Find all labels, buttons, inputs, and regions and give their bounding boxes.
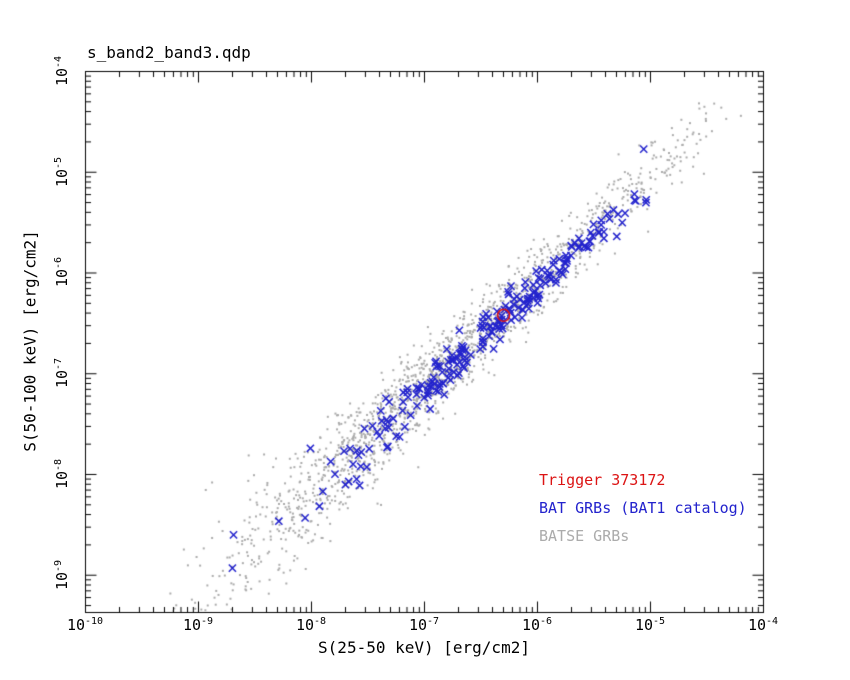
legend-trigger-label: Trigger 373172 bbox=[539, 471, 666, 489]
y-tick-label: 10-5 bbox=[53, 156, 71, 187]
legend-batse-label: BATSE GRBs bbox=[539, 527, 630, 545]
x-tick-label: 10-6 bbox=[521, 616, 553, 634]
x-tick-label: 10-7 bbox=[408, 616, 440, 634]
y-tick-label: 10-6 bbox=[53, 257, 71, 288]
y-axis-title: S(50-100 keV) [erg/cm2] bbox=[20, 230, 40, 452]
x-axis-title: S(25-50 keV) [erg/cm2] bbox=[318, 638, 530, 657]
x-tick-label: 10-4 bbox=[747, 616, 779, 634]
x-tick-label: 10-10 bbox=[66, 616, 104, 634]
y-tick-label: 10-8 bbox=[53, 458, 71, 490]
x-tick-label: 10-5 bbox=[634, 616, 666, 634]
x-tick-label: 10-9 bbox=[182, 616, 214, 634]
y-tick-label: 10-4 bbox=[53, 55, 71, 87]
plot-title: s_band2_band3.qdp bbox=[87, 43, 251, 62]
y-tick-label: 10-7 bbox=[53, 358, 71, 389]
y-tick-label: 10-9 bbox=[53, 559, 71, 590]
x-tick-label: 10-8 bbox=[295, 616, 327, 634]
plot-legend: Trigger 373172 BAT GRBs (BAT1 catalog) B… bbox=[539, 466, 747, 550]
legend-bat-label: BAT GRBs (BAT1 catalog) bbox=[539, 499, 747, 517]
